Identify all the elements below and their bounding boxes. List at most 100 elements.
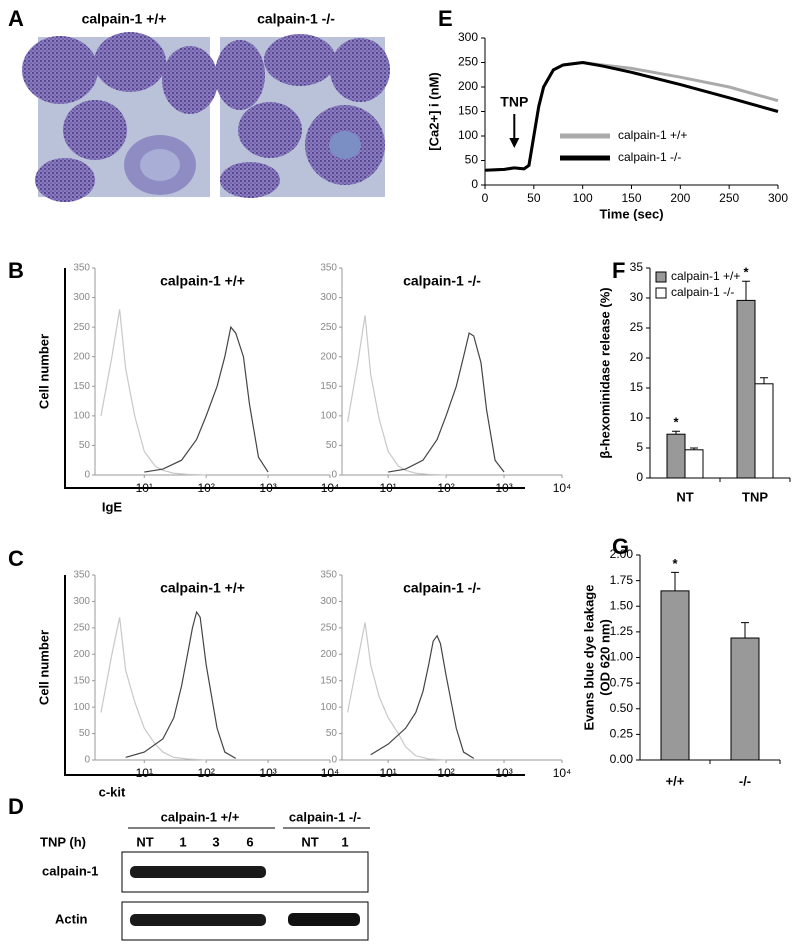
histogram-curve [144, 325, 269, 473]
y-tick-label: 100 [73, 702, 90, 713]
y-tick-label: 350 [320, 570, 337, 581]
y-tick-label: 0 [84, 470, 90, 481]
panel-frame [64, 575, 525, 776]
y-tick-label: 1.00 [610, 650, 634, 664]
bar [660, 590, 690, 761]
plot-title: calpain-1 +/+ [160, 580, 245, 596]
y-axis-label: [Ca2+] i (nM) [426, 72, 441, 150]
histogram-curve [100, 309, 207, 476]
row-label: calpain-1 [42, 863, 98, 878]
legend-label: calpain-1 +/+ [671, 269, 740, 283]
error-bar [742, 280, 750, 301]
x-tick-label: 10² [198, 481, 215, 495]
lane-label: NT [136, 834, 153, 849]
x-axis-label: IgE [102, 499, 123, 514]
histogram-curve [388, 332, 505, 473]
error-bar [671, 571, 679, 591]
x-tick-label: 0 [482, 191, 489, 205]
y-axis-label: Evans blue dye leakage [581, 585, 596, 731]
y-tick-label: 0.00 [610, 752, 634, 766]
panel-label: F [612, 258, 625, 283]
micrograph [22, 32, 218, 202]
y-tick-label: 0 [84, 755, 90, 766]
lane-label: 3 [212, 834, 219, 849]
y-tick-label: 100 [320, 410, 337, 421]
x-tick-label: 10¹ [379, 481, 396, 495]
y-tick-label: 50 [326, 440, 338, 451]
y-tick-label: 350 [320, 263, 337, 274]
y-tick-label: 5 [636, 440, 643, 454]
y-tick-label: 50 [326, 728, 338, 739]
micrograph [215, 34, 390, 198]
significance-marker: * [672, 556, 678, 571]
bar [666, 433, 686, 479]
y-tick-label: 0.50 [610, 701, 634, 715]
y-tick-label: 250 [320, 322, 337, 333]
bar [684, 449, 704, 479]
panel-label: D [8, 794, 24, 819]
y-tick-label: 350 [73, 570, 90, 581]
x-tick-label: 10² [198, 766, 215, 780]
lane-label: 1 [341, 834, 348, 849]
y-tick-label: 50 [79, 440, 91, 451]
x-tick-label: 150 [621, 191, 641, 205]
histogram-curve [125, 610, 237, 759]
y-tick-label: 300 [320, 292, 337, 303]
row-label: Actin [55, 911, 88, 926]
plot-title: calpain-1 -/- [403, 580, 481, 596]
legend-swatch [655, 287, 667, 299]
x-tick-label: 50 [527, 191, 541, 205]
error-bar [760, 377, 768, 384]
y-tick-label: 300 [320, 596, 337, 607]
y-tick-label: 25 [630, 320, 644, 334]
y-tick-label: 0 [331, 470, 337, 481]
x-tick-label: 10¹ [136, 481, 153, 495]
y-tick-label: 150 [320, 381, 337, 392]
plot-title: calpain-1 -/- [403, 273, 481, 289]
image-title: calpain-1 -/- [257, 11, 335, 27]
y-axis-label: Cell number [36, 630, 51, 705]
y-tick-label: 150 [320, 675, 337, 686]
data-line [484, 60, 779, 172]
x-tick-label: 100 [573, 191, 593, 205]
x-tick-label: 10³ [259, 766, 276, 780]
x-tick-label: -/- [739, 773, 751, 788]
y-tick-label: 250 [73, 322, 90, 333]
x-axis-label: c-kit [99, 784, 126, 799]
y-axis-label: β-hexominidase release (%) [597, 287, 612, 458]
y-tick-label: 0.25 [610, 727, 634, 741]
y-tick-label: 0 [636, 470, 643, 484]
x-tick-label: 200 [670, 191, 690, 205]
y-tick-label: 0 [331, 755, 337, 766]
error-bar [672, 430, 680, 435]
panel-label: C [8, 546, 24, 571]
y-tick-label: 50 [79, 728, 91, 739]
x-tick-label: 10² [437, 766, 454, 780]
x-tick-label: 10³ [259, 481, 276, 495]
x-tick-label: 10⁴ [553, 481, 572, 495]
group-label: calpain-1 +/+ [161, 809, 240, 824]
panel-label: A [8, 6, 24, 31]
legend-label: calpain-1 +/+ [618, 128, 687, 142]
x-tick-label: 10¹ [136, 766, 153, 780]
y-tick-label: 200 [458, 79, 478, 93]
y-tick-label: 15 [630, 380, 644, 394]
y-tick-label: 350 [73, 263, 90, 274]
y-tick-label: 300 [73, 292, 90, 303]
y-axis-label: Cell number [36, 334, 51, 409]
histogram-curve [370, 634, 475, 759]
annotation: TNP [500, 94, 528, 110]
blot [121, 851, 369, 941]
y-tick-label: 100 [320, 702, 337, 713]
annotation-arrowhead [509, 138, 520, 148]
y-tick-label: 2.00 [610, 547, 634, 561]
y-tick-label: 20 [630, 350, 644, 364]
lane-label: 6 [246, 834, 253, 849]
x-tick-label: 10³ [495, 766, 512, 780]
bar [730, 637, 760, 761]
histogram-curve [100, 617, 207, 761]
histogram-curve [347, 315, 447, 476]
x-tick-label: 10³ [495, 481, 512, 495]
error-bar [741, 622, 749, 639]
x-tick-label: +/+ [666, 773, 685, 788]
